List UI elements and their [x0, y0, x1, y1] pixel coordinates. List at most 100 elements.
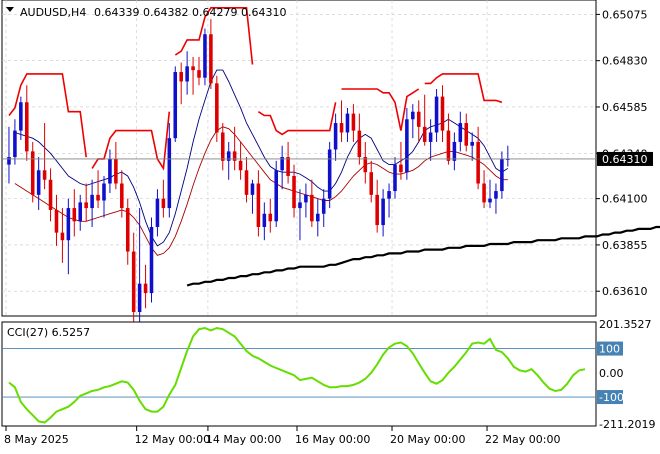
candle-body — [262, 213, 267, 227]
candle-body — [440, 96, 445, 131]
candle-body — [256, 183, 261, 227]
candle — [316, 198, 320, 237]
candle — [333, 113, 338, 161]
candle — [84, 183, 88, 222]
candle-body — [482, 183, 486, 203]
candle-body — [464, 123, 469, 146]
candle — [363, 141, 368, 184]
candle — [345, 107, 350, 142]
candle — [452, 132, 457, 171]
sar-segment — [341, 88, 420, 131]
price-label: 0.63610 — [602, 285, 648, 298]
price-label: 0.64100 — [602, 193, 648, 206]
candle-body — [488, 198, 492, 203]
candle — [411, 104, 415, 139]
candle-body — [250, 183, 255, 195]
candle-body — [268, 213, 273, 222]
candle — [179, 62, 183, 105]
candle — [268, 198, 273, 233]
candle-body — [393, 164, 397, 192]
candle-body — [351, 113, 356, 131]
candle-body — [96, 194, 100, 201]
candle — [244, 157, 249, 203]
candle — [25, 85, 29, 161]
candle-body — [203, 34, 207, 78]
cci-scale-label: -100 — [599, 391, 624, 404]
candle-body — [369, 172, 374, 195]
cci-level-tag — [597, 390, 623, 405]
candle-body — [60, 232, 65, 241]
candle-body — [357, 130, 362, 158]
candle — [173, 66, 178, 142]
candle — [434, 89, 439, 142]
candle — [458, 111, 463, 152]
candle — [327, 141, 332, 209]
main-pane-grid — [2, 0, 596, 316]
candle — [387, 183, 391, 218]
candle-body — [125, 208, 130, 252]
candle-body — [149, 226, 154, 294]
candle-body — [345, 113, 350, 133]
candle-body — [209, 34, 213, 84]
candle-body — [232, 151, 237, 161]
candle-body — [434, 96, 439, 133]
indicator-pane-frame — [1, 321, 597, 427]
candle-body — [66, 208, 71, 241]
candle-body — [173, 72, 178, 139]
candle — [155, 189, 160, 237]
candle-body — [476, 141, 480, 184]
candle-body — [381, 198, 385, 226]
candle-body — [363, 157, 368, 173]
candle-body — [500, 158, 504, 192]
candle — [220, 123, 225, 171]
long-ma-line — [186, 225, 660, 287]
cci-scale-label: 100 — [599, 343, 620, 356]
candle — [399, 141, 403, 180]
candle-body — [25, 102, 29, 152]
collapse-arrow-icon[interactable] — [6, 7, 14, 12]
candle — [476, 126, 480, 190]
candle — [131, 232, 136, 322]
time-label: 8 May 2025 — [4, 433, 69, 446]
candle — [72, 189, 77, 237]
candle-body — [298, 202, 302, 209]
cci-axis: 201.3527 100 0.00 -100 -211.2019 — [597, 318, 655, 431]
candle — [120, 170, 124, 218]
candle — [506, 145, 510, 167]
candle — [19, 96, 23, 141]
candle — [482, 170, 486, 209]
cci-level-lines — [2, 348, 596, 398]
candle-body — [316, 213, 320, 222]
candle — [185, 51, 189, 95]
candle-body — [226, 151, 231, 161]
candle-body — [428, 132, 433, 142]
candle — [203, 28, 207, 86]
candle-body — [321, 198, 326, 214]
sar-segment — [257, 102, 337, 136]
candle-body — [310, 194, 314, 222]
candle-body — [506, 158, 510, 160]
cci-line — [8, 326, 586, 424]
time-label: 20 May 00:00 — [390, 433, 465, 446]
candle — [125, 198, 130, 265]
candle-body — [7, 157, 11, 165]
candle — [215, 75, 219, 142]
candle-body — [292, 175, 296, 209]
candle — [161, 179, 166, 218]
candle — [470, 132, 474, 161]
candle — [60, 208, 65, 263]
candle-body — [327, 149, 332, 199]
candle-body — [215, 83, 219, 133]
candle-body — [274, 170, 278, 222]
candle-body — [446, 130, 451, 161]
candle — [54, 194, 59, 246]
candlesticks — [7, 19, 510, 322]
candle — [13, 119, 17, 165]
cci-scale-label: -211.2019 — [599, 418, 655, 431]
candle-body — [36, 170, 41, 195]
candle — [292, 164, 296, 218]
candle-body — [280, 157, 284, 171]
sar-segment — [174, 7, 254, 65]
candle-body — [108, 158, 112, 184]
